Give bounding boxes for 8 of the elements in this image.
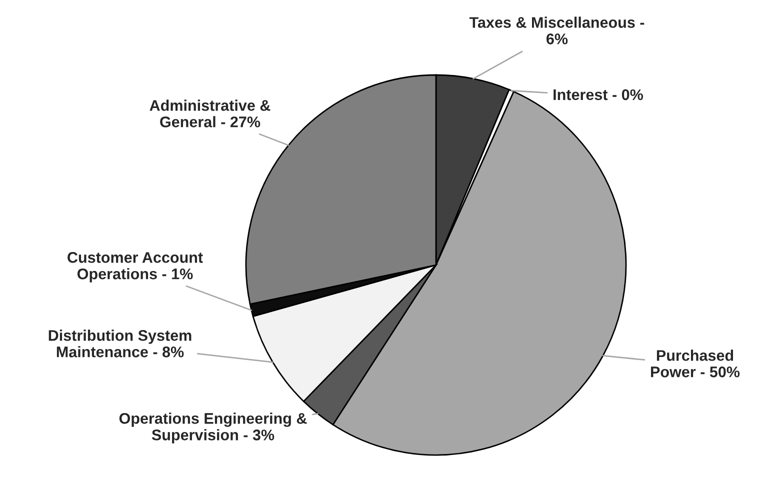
slice-label: Purchased Power - 50% <box>651 350 740 378</box>
slice-label: Customer Account Operations - 1% <box>68 252 203 282</box>
slice-label: Taxes & Miscellaneous - <box>469 16 644 28</box>
slice-label: Administrative & General - 27% <box>150 100 270 128</box>
slice-label: Operations Engineering & Supervision - 3% <box>119 412 307 444</box>
data-label: 6% <box>546 34 568 44</box>
slice-label: Distribution System Maintenance - 8% <box>48 330 192 358</box>
slice-label: Interest - 0% <box>554 89 644 100</box>
